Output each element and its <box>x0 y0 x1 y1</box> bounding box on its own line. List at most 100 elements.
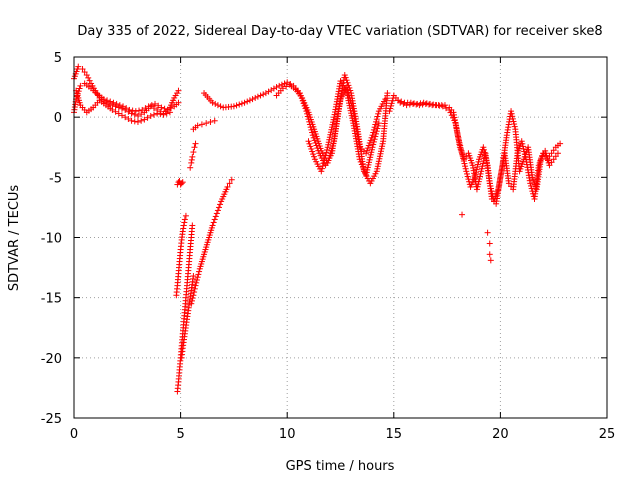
data-point <box>368 146 375 153</box>
data-point <box>374 163 381 170</box>
data-point <box>230 103 237 110</box>
data-point <box>451 117 458 124</box>
data-point <box>148 102 155 109</box>
data-point <box>486 240 493 247</box>
data-point <box>325 139 332 146</box>
data-point <box>194 274 201 281</box>
x-tick-label: 10 <box>279 427 296 442</box>
data-point <box>212 100 219 107</box>
data-point <box>371 136 378 143</box>
data-point <box>475 181 482 188</box>
data-point <box>155 102 162 109</box>
data-point <box>188 300 195 307</box>
data-point <box>420 99 427 106</box>
data-point <box>192 282 199 289</box>
data-point <box>508 108 515 115</box>
data-point <box>326 134 333 141</box>
data-point <box>548 159 555 166</box>
data-point <box>189 222 196 229</box>
data-point <box>373 118 380 125</box>
data-point <box>365 161 372 168</box>
data-point <box>188 297 195 304</box>
data-point <box>323 149 330 156</box>
data-point <box>175 87 182 94</box>
data-point <box>260 91 267 98</box>
data-point <box>357 158 364 165</box>
data-point <box>157 111 164 118</box>
data-point <box>125 115 132 122</box>
data-point <box>363 147 370 154</box>
y-tick-label: -20 <box>41 352 62 367</box>
data-point <box>141 116 148 123</box>
data-point <box>474 183 481 190</box>
data-point <box>138 117 145 124</box>
data-point <box>509 115 516 122</box>
data-point <box>430 101 437 108</box>
data-point <box>122 114 129 121</box>
data-point <box>487 182 494 189</box>
data-point <box>321 157 328 164</box>
data-point <box>110 99 117 106</box>
data-point <box>308 145 315 152</box>
data-point <box>308 126 315 133</box>
data-point <box>238 100 245 107</box>
data-point <box>76 85 83 92</box>
data-point <box>520 145 527 152</box>
data-point <box>554 150 561 157</box>
data-point <box>341 72 348 79</box>
data-point <box>480 144 487 151</box>
data-point <box>209 99 216 106</box>
data-point <box>81 69 88 76</box>
data-point <box>163 110 170 117</box>
data-point <box>539 153 546 160</box>
data-point <box>349 117 356 124</box>
data-points <box>71 63 564 395</box>
data-point <box>367 154 374 161</box>
data-point <box>363 150 370 157</box>
data-point <box>309 129 316 136</box>
data-point <box>191 144 198 151</box>
data-point <box>443 105 450 112</box>
data-point <box>423 100 430 107</box>
data-point <box>265 88 272 95</box>
data-point <box>427 100 434 107</box>
data-point <box>142 105 149 112</box>
data-point <box>83 72 90 79</box>
data-point <box>327 131 334 138</box>
data-point <box>319 165 326 172</box>
data-point <box>193 277 200 284</box>
data-point <box>550 156 557 163</box>
data-point <box>344 92 351 99</box>
data-point <box>246 97 253 104</box>
data-point <box>244 98 251 105</box>
data-point <box>433 102 440 109</box>
data-point <box>134 112 141 119</box>
data-point <box>376 155 383 162</box>
data-point <box>210 219 217 226</box>
data-point <box>236 101 243 108</box>
data-point <box>262 90 269 97</box>
data-point <box>374 113 381 120</box>
y-tick-label: -5 <box>49 171 62 186</box>
data-point <box>398 98 405 105</box>
data-point <box>181 216 188 223</box>
data-point <box>372 133 379 140</box>
data-point <box>193 279 200 286</box>
data-point <box>330 116 337 123</box>
data-point <box>278 81 285 88</box>
data-point <box>161 105 168 112</box>
data-point <box>179 179 186 186</box>
data-point <box>368 134 375 141</box>
data-point <box>75 63 82 70</box>
data-point <box>343 77 350 84</box>
data-point <box>198 121 205 128</box>
data-point <box>310 151 317 158</box>
data-point <box>104 97 111 104</box>
data-point <box>85 74 92 81</box>
data-point <box>131 118 138 125</box>
data-point <box>487 257 494 264</box>
data-point <box>519 143 526 150</box>
data-point <box>152 100 159 107</box>
x-tick-label: 0 <box>70 427 78 442</box>
data-point <box>366 156 373 163</box>
